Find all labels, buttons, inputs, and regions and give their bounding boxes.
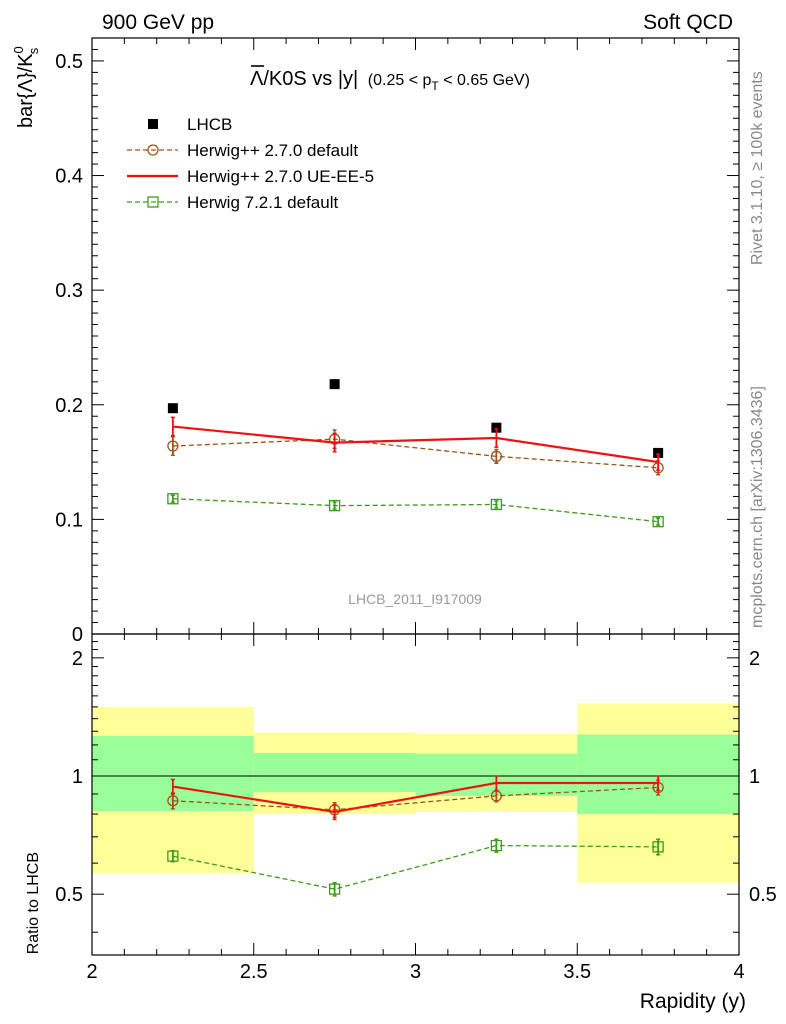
legend-label: Herwig 7.2.1 default <box>187 193 338 212</box>
mcplots-label: mcplots.cern.ch [arXiv:1306.3436] <box>749 386 766 628</box>
upper-series-line <box>172 425 659 464</box>
band-inner <box>577 734 739 815</box>
x-tick-label: 3 <box>410 961 421 983</box>
header-left: 900 GeV pp <box>102 11 214 34</box>
upper-series-point <box>167 440 179 452</box>
y-axis-label-main: bar{Λ}/K <box>15 53 37 128</box>
x-tick-label: 3.5 <box>563 961 591 983</box>
legend-marker <box>147 144 159 156</box>
x-tick-label: 4 <box>733 961 744 983</box>
y-tick-label: 0.1 <box>55 509 83 531</box>
legend-marker-data <box>148 119 158 129</box>
ratio-series-point <box>328 883 341 895</box>
ratio-series-line <box>172 786 659 811</box>
ratio-tick-label: 0.5 <box>55 884 83 906</box>
upper-series-point <box>490 450 503 462</box>
y-tick-label: 0.2 <box>55 395 83 417</box>
ratio-tick-label: 1 <box>72 766 83 788</box>
ratio-series-point <box>490 839 503 852</box>
legend-label: Herwig++ 2.7.0 default <box>187 141 358 160</box>
ratio-series-point <box>652 841 664 853</box>
x-axis-label: Rapidity (y) <box>640 990 746 1013</box>
data-point <box>491 422 502 433</box>
y-axis-label-sup: 0 <box>11 46 26 53</box>
upper-series-point <box>167 493 179 505</box>
legend-label: Herwig++ 2.7.0 UE-EE-5 <box>187 167 374 186</box>
y-tick-label: 0.4 <box>55 166 83 188</box>
upper-series-point <box>490 498 503 511</box>
y-axis-label: bar{Λ}/K0s <box>11 46 41 128</box>
ratio-series-line <box>172 781 659 814</box>
chart-title-cut-sub: T <box>431 79 439 93</box>
upper-series-line <box>172 498 659 523</box>
x-tick-label: 2.5 <box>240 961 268 983</box>
data-point <box>329 379 340 390</box>
chart-title-cut-end: < 0.65 GeV) <box>439 72 530 89</box>
y-tick-label: 0 <box>72 624 83 646</box>
series-layer <box>167 379 664 897</box>
upper-series-point <box>328 499 341 512</box>
watermark: LHCB_2011_I917009 <box>348 591 482 607</box>
ratio-bands <box>92 703 739 883</box>
band-inner <box>253 752 416 793</box>
chart-title: Λ/K0S vs |y| (0.25 < pT < 0.65 GeV) <box>250 68 530 93</box>
y-tick-label: 0.3 <box>55 280 83 302</box>
data-point <box>653 447 664 458</box>
chart-title-cut: (0.25 < p <box>368 72 432 89</box>
ratio-axis-label: Ratio to LHCB <box>25 852 42 954</box>
upper-series-point <box>652 516 664 528</box>
chart-title-main: Λ/K0S vs |y| <box>250 68 358 90</box>
y-axis-label-sub: s <box>26 47 41 54</box>
ratio-tick-label-right: 0.5 <box>749 884 777 906</box>
legend-label-data: LHCB <box>187 115 232 134</box>
ratio-tick-label: 2 <box>72 648 83 670</box>
legend-marker <box>147 196 159 208</box>
ratio-series-line <box>172 844 659 890</box>
ratio-series-point <box>167 795 179 807</box>
axes-layer: 2 2.5 3 3.5 4 0 0.1 0.2 0.3 0.4 0.5 0.5 0.5 1 1 2 2 <box>55 37 777 983</box>
y-tick-label: 0.5 <box>55 51 83 73</box>
rivet-label: Rivet 3.1.10, ≥ 100k events <box>749 71 766 265</box>
header-right: Soft QCD <box>643 11 733 34</box>
ratio-series-point <box>167 850 179 862</box>
ratio-tick-label-right: 1 <box>749 766 760 788</box>
x-tick-label: 2 <box>86 961 97 983</box>
legend: LHCB Herwig++ 2.7.0 default Herwig++ 2.7.0… <box>127 115 374 212</box>
ratio-tick-label-right: 2 <box>749 648 760 670</box>
data-point <box>167 403 178 414</box>
upper-series-line <box>172 438 659 469</box>
